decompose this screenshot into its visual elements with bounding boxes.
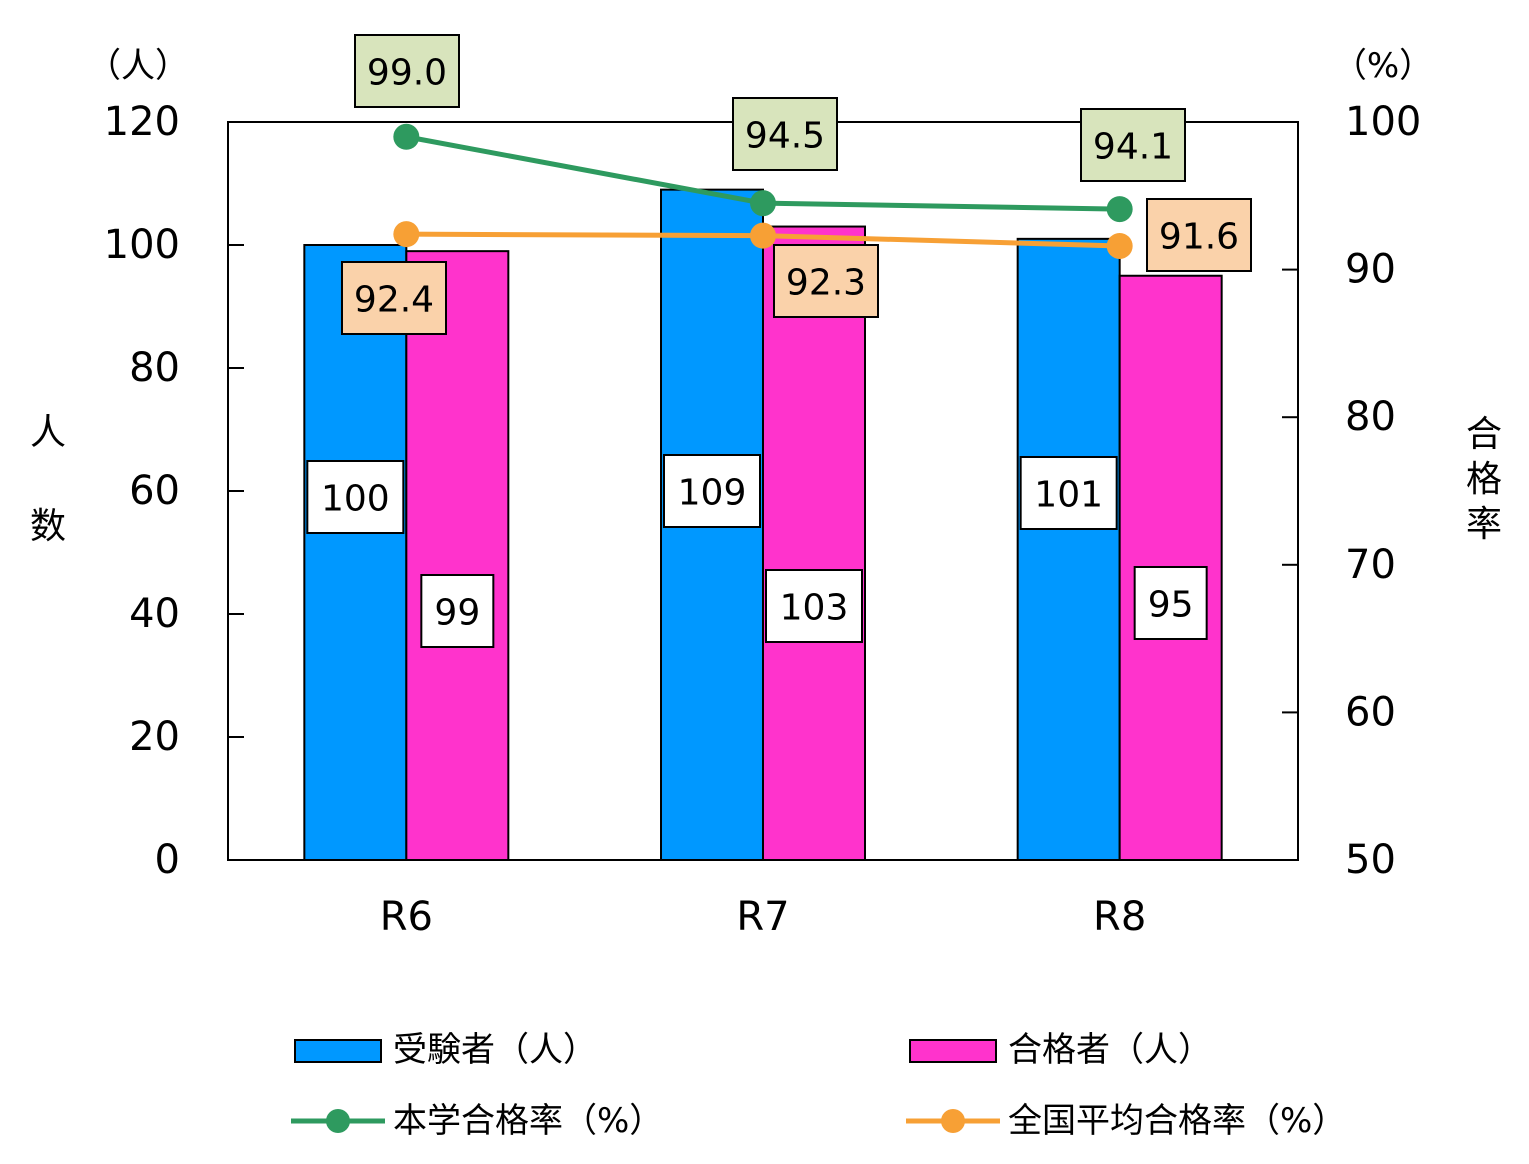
series-point-school (750, 190, 776, 217)
line-data-label: 94.5 (745, 116, 825, 157)
line-data-label: 92.4 (354, 280, 434, 321)
bar-data-label-box (663, 454, 761, 528)
bar-examinees (303, 244, 408, 861)
bar-data-label: 100 (321, 479, 390, 520)
right-axis-tick-label: 100 (1345, 99, 1421, 145)
line-data-label-box (1080, 108, 1186, 182)
bar-data-label-box (765, 569, 863, 643)
bar-passers (762, 225, 866, 862)
line-data-label: 92.3 (786, 263, 866, 304)
bar-data-label-box (306, 460, 405, 534)
left-axis-title: 人数 (30, 412, 66, 547)
left-axis-tick-label: 40 (129, 591, 180, 637)
bar-data-label: 99 (434, 593, 480, 634)
line-data-label-box (1146, 198, 1252, 272)
series-point-school (1106, 196, 1133, 223)
bar-data-label: 109 (678, 473, 747, 514)
right-axis-tick-label: 80 (1345, 394, 1396, 440)
line-data-label-box (341, 261, 447, 335)
legend-swatch (909, 1039, 997, 1063)
x-axis-category-label: R6 (380, 894, 433, 940)
left-axis-tick-label: 20 (129, 714, 180, 760)
x-axis-category-label: R7 (736, 894, 789, 940)
right-axis-title: 合格率 (1466, 414, 1502, 545)
line-data-label-box (354, 34, 460, 108)
line-data-label-box (773, 244, 879, 318)
right-axis-unit: （%） (1333, 46, 1433, 86)
left-axis-tick-label: 60 (129, 468, 180, 514)
legend-marker (326, 1109, 350, 1133)
legend-label: 合格者（人） (1008, 1030, 1212, 1070)
left-axis-tick-label: 80 (129, 345, 180, 391)
series-point-national (750, 222, 776, 249)
bar-examinees (1016, 237, 1121, 862)
left-axis-tick-label: 0 (155, 837, 180, 883)
line-data-label: 99.0 (367, 53, 447, 94)
right-axis-tick-label: 70 (1345, 542, 1396, 588)
legend-label: 本学合格率（%） (393, 1101, 663, 1141)
bar-data-label-box (420, 574, 495, 648)
legend-swatch (294, 1039, 382, 1063)
right-axis-tick-label: 60 (1345, 689, 1396, 735)
left-axis-tick-label: 100 (104, 222, 180, 268)
bar-data-label-box (1019, 456, 1118, 530)
bar-data-label: 101 (1034, 475, 1103, 516)
series-point-school (393, 123, 420, 150)
line-data-label-box (732, 97, 838, 171)
right-axis-tick-label: 50 (1345, 837, 1396, 883)
line-data-label: 91.6 (1159, 217, 1239, 258)
legend-label: 全国平均合格率（%） (1008, 1101, 1346, 1141)
bar-data-label: 95 (1148, 585, 1194, 626)
legend-label: 受験者（人） (393, 1030, 597, 1070)
series-point-national (393, 221, 420, 248)
line-data-label: 94.1 (1093, 127, 1173, 168)
series-point-national (1106, 232, 1133, 259)
right-axis-tick-label: 90 (1345, 247, 1396, 293)
legend-marker (941, 1109, 965, 1133)
left-axis-tick-label: 120 (104, 99, 180, 145)
bar-data-label: 103 (780, 588, 849, 629)
bar-data-label-box (1133, 566, 1208, 640)
left-axis-unit: （人） (87, 46, 189, 86)
x-axis-category-label: R8 (1093, 894, 1146, 940)
bar-passers (405, 250, 510, 861)
